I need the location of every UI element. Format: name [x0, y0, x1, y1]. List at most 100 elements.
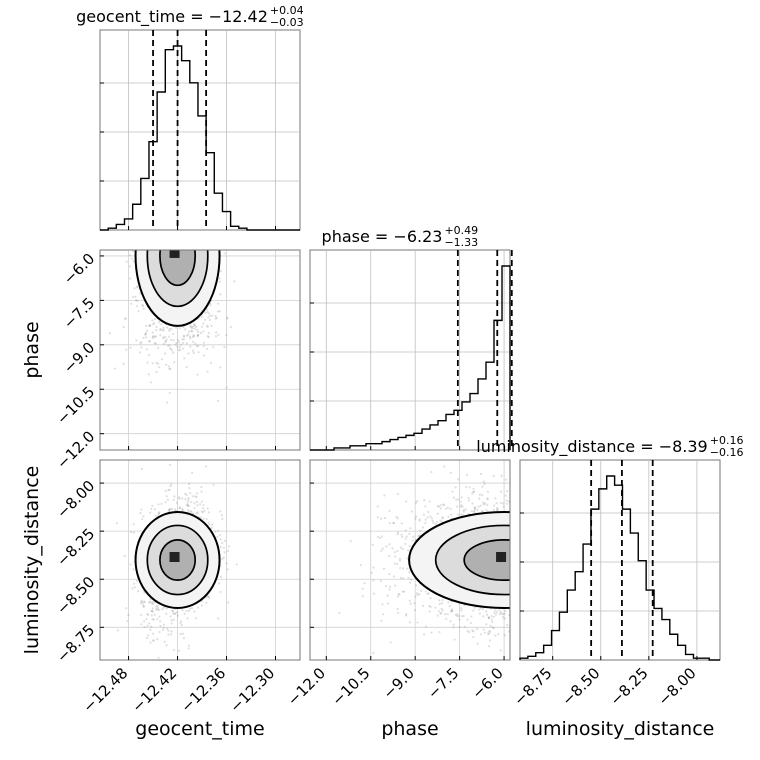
sample-point: [421, 526, 424, 529]
sample-point: [144, 331, 148, 335]
sample-point: [449, 620, 452, 623]
sample-point: [176, 339, 180, 342]
sample-point: [214, 530, 217, 533]
sample-point: [130, 302, 133, 305]
sample-point: [187, 497, 190, 500]
sample-point: [389, 641, 392, 644]
sample-point: [183, 357, 186, 360]
sample-point: [409, 602, 412, 605]
sample-point: [166, 401, 169, 404]
sample-point: [393, 562, 397, 565]
sample-point: [170, 328, 173, 331]
sample-point: [190, 329, 193, 332]
sample-point: [191, 495, 194, 498]
sample-point: [211, 314, 214, 317]
sample-point: [150, 625, 153, 628]
sample-point: [188, 486, 191, 490]
sample-point: [157, 512, 160, 515]
sample-point: [151, 362, 154, 365]
sample-point: [469, 621, 472, 625]
sample-point: [387, 602, 390, 605]
sample-point: [162, 623, 166, 626]
sample-point: [404, 614, 408, 617]
sample-point: [182, 334, 186, 337]
sample-point: [206, 310, 209, 314]
sample-point: [408, 599, 411, 602]
sample-point: [196, 373, 199, 376]
sample-point: [225, 317, 229, 320]
sample-point: [398, 593, 401, 596]
sample-point: [185, 609, 188, 612]
sample-point: [187, 482, 191, 486]
sample-point: [480, 510, 484, 513]
sample-point: [505, 489, 509, 493]
sample-point: [460, 496, 463, 499]
sample-point: [157, 512, 160, 515]
sample-point: [172, 648, 176, 652]
sample-point: [388, 522, 391, 525]
sample-point: [189, 324, 192, 327]
sample-point: [142, 620, 146, 623]
sample-point: [436, 614, 439, 617]
sample-point: [134, 299, 138, 302]
sample-point: [115, 522, 118, 525]
sample-point: [172, 618, 175, 622]
sample-point: [491, 620, 494, 623]
sample-point: [128, 265, 132, 268]
sample-point: [486, 498, 489, 501]
sample-point: [473, 508, 476, 511]
sample-point: [493, 504, 496, 507]
sample-point: [178, 497, 181, 500]
sample-point: [139, 292, 142, 295]
sample-point: [443, 503, 446, 507]
sample-point: [372, 579, 375, 582]
sample-point: [226, 549, 230, 553]
sample-point: [225, 562, 228, 565]
sample-point: [414, 517, 417, 520]
sample-point: [147, 613, 150, 616]
sample-point: [388, 555, 391, 558]
sample-point: [487, 616, 491, 619]
sample-point: [133, 582, 136, 585]
sample-point: [438, 599, 441, 602]
sample-point: [219, 590, 222, 594]
sample-point: [195, 512, 198, 515]
sample-point: [159, 624, 162, 628]
sample-point: [452, 626, 455, 629]
sample-point: [380, 619, 383, 622]
sample-point: [478, 608, 481, 611]
sample-point: [187, 504, 190, 508]
sample-point: [494, 609, 497, 612]
sample-point: [140, 346, 143, 349]
sample-point: [220, 575, 223, 578]
sample-point: [165, 495, 168, 498]
sample-point: [167, 633, 170, 636]
sample-point: [148, 324, 151, 327]
sample-point: [191, 471, 194, 474]
sample-point: [385, 584, 388, 588]
sample-point: [142, 307, 145, 310]
sample-point: [166, 498, 170, 501]
sample-point: [160, 358, 164, 361]
sample-point: [424, 521, 427, 525]
sample-point: [504, 609, 507, 613]
sample-point: [147, 622, 151, 625]
sample-point: [172, 332, 175, 336]
sample-point: [170, 622, 173, 625]
scatter-panel-luminosity_distance-vs-geocent_time: [99, 459, 301, 661]
sample-point: [485, 613, 488, 616]
sample-point: [169, 338, 173, 342]
sample-point: [382, 567, 386, 570]
sample-point: [189, 607, 192, 610]
sample-point: [162, 329, 165, 332]
sample-point: [218, 280, 222, 283]
sample-point: [381, 547, 384, 550]
sample-point: [172, 498, 175, 502]
sample-point: [396, 517, 399, 520]
sample-point: [207, 312, 211, 315]
sample-point: [478, 612, 481, 615]
sample-point: [197, 344, 200, 347]
sample-point: [411, 539, 414, 542]
sample-point: [170, 630, 173, 633]
sample-point: [125, 260, 128, 263]
